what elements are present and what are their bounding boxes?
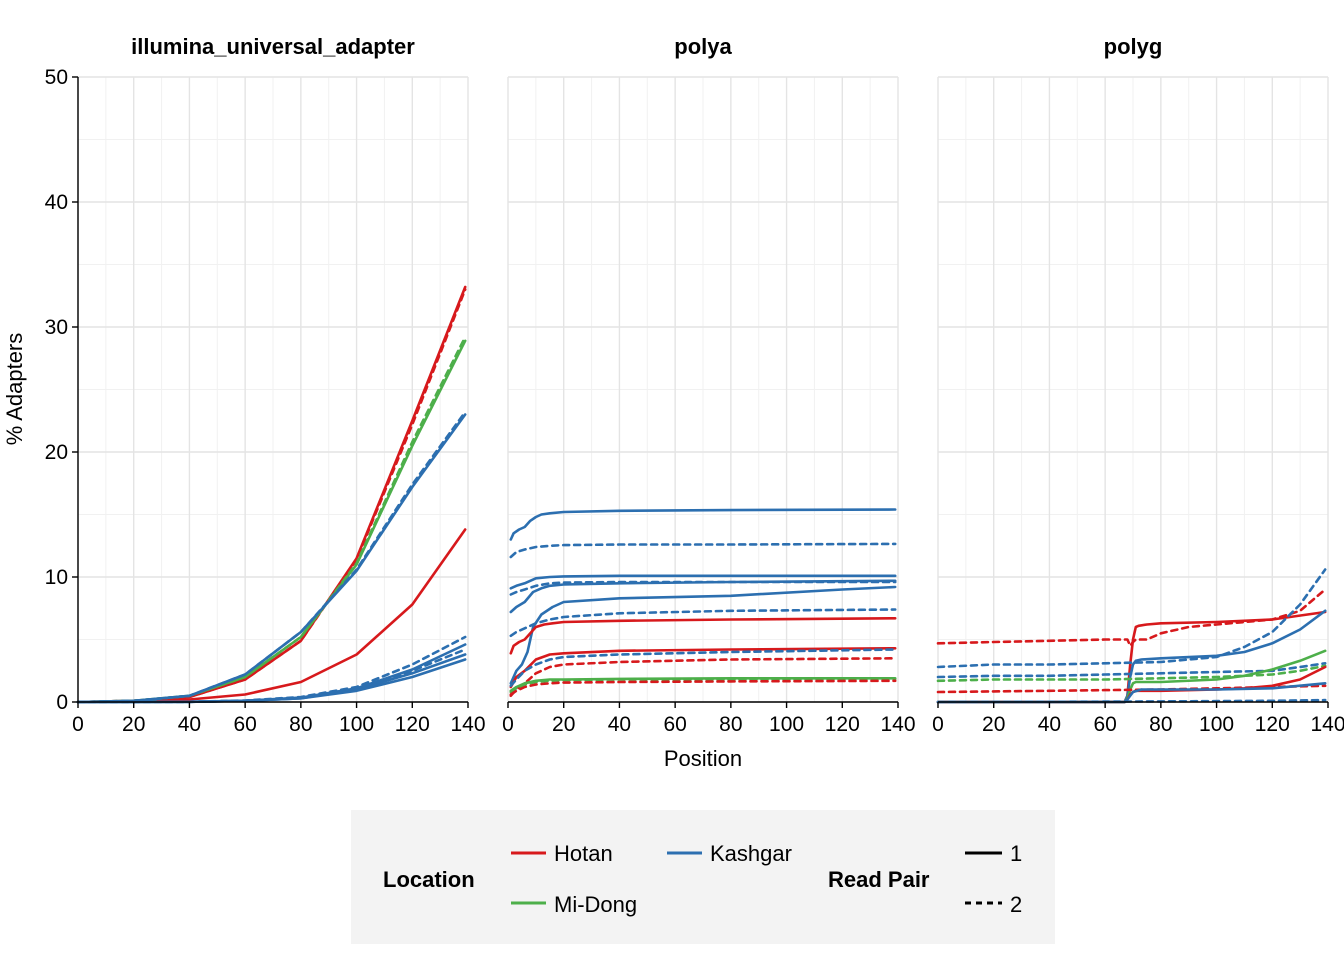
x-tick-label: 80: [1149, 713, 1172, 736]
y-tick-label: 20: [45, 441, 68, 464]
x-tick-label: 120: [825, 713, 860, 736]
legend-title-read-pair: Read Pair: [828, 867, 930, 892]
legend-label-read-pair-1: 1: [1010, 841, 1022, 866]
series-line-kashgar-read2: [76, 635, 467, 704]
x-tick-label: 60: [663, 713, 686, 736]
facet-title: polyg: [1104, 34, 1163, 59]
legend-label-hotan: Hotan: [554, 841, 613, 866]
legend-background: [351, 810, 1055, 944]
x-tick-label: 0: [72, 713, 84, 736]
series-line-mi-dong-read1: [76, 339, 467, 704]
x-tick-label: 100: [339, 713, 374, 736]
x-tick-label: 140: [450, 713, 485, 736]
legend: Location Hotan Kashgar Mi-Dong Read Pair…: [351, 810, 1055, 944]
y-tick-label: 40: [45, 191, 68, 214]
facet-title: illumina_universal_adapter: [131, 34, 415, 59]
facet-title: polya: [674, 34, 732, 59]
series-line-mi-dong-read1: [509, 676, 897, 693]
x-tick-label: 80: [289, 713, 312, 736]
series-line-kashgar-read2: [76, 410, 467, 704]
x-tick-label: 40: [1038, 713, 1061, 736]
x-tick-label: 100: [769, 713, 804, 736]
series-line-mi-dong-read2: [509, 677, 897, 694]
y-tick-label: 0: [56, 691, 68, 714]
x-tick-label: 20: [122, 713, 145, 736]
x-tick-label: 120: [1255, 713, 1290, 736]
x-tick-label: 0: [932, 713, 944, 736]
series-line-kashgar-read2: [936, 568, 1327, 669]
y-tick-label: 30: [45, 316, 68, 339]
y-tick-label: 10: [45, 566, 68, 589]
series-line-kashgar-read1: [509, 508, 897, 541]
series-line-hotan-read2: [509, 679, 897, 696]
legend-label-mi-dong: Mi-Dong: [554, 892, 637, 917]
x-tick-label: 140: [1310, 713, 1344, 736]
facet-panel-3: polyg 0 20 40 60 80 100 120 140: [932, 34, 1344, 736]
series-line-hotan-read2: [936, 588, 1327, 648]
legend-title-location: Location: [383, 867, 475, 892]
series-line-kashgar-read2: [509, 608, 897, 638]
x-tick-label: 60: [233, 713, 256, 736]
series-line-hotan-read1: [509, 616, 897, 655]
x-tick-label: 40: [178, 713, 201, 736]
x-tick-label: 20: [982, 713, 1005, 736]
x-axis-title: Position: [664, 746, 742, 771]
x-tick-label: 140: [880, 713, 915, 736]
facet-panel-2: polya 0 20 40 60 80 100 120 140: [502, 34, 915, 736]
series-line-kashgar-read2: [509, 542, 897, 559]
series-line-hotan-read2: [509, 656, 897, 698]
legend-label-read-pair-2: 2: [1010, 892, 1022, 917]
series-line-kashgar-read2: [936, 661, 1327, 679]
y-tick-label: 50: [45, 66, 68, 89]
x-tick-label: 60: [1093, 713, 1116, 736]
x-tick-label: 100: [1199, 713, 1234, 736]
series-line-kashgar-read1: [509, 585, 897, 685]
x-tick-label: 40: [608, 713, 631, 736]
series-line-kashgar-read1: [509, 574, 897, 590]
x-tick-label: 20: [552, 713, 575, 736]
legend-label-kashgar: Kashgar: [710, 841, 792, 866]
series-line-mi-dong-read2: [936, 664, 1327, 683]
x-tick-label: 120: [395, 713, 430, 736]
y-axis-title: % Adapters: [2, 333, 27, 446]
series-line-kashgar-read2: [509, 648, 897, 688]
series-line-mi-dong-read2: [76, 335, 467, 704]
x-tick-label: 80: [719, 713, 742, 736]
x-tick-label: 0: [502, 713, 514, 736]
series-line-kashgar-read1: [509, 579, 897, 614]
